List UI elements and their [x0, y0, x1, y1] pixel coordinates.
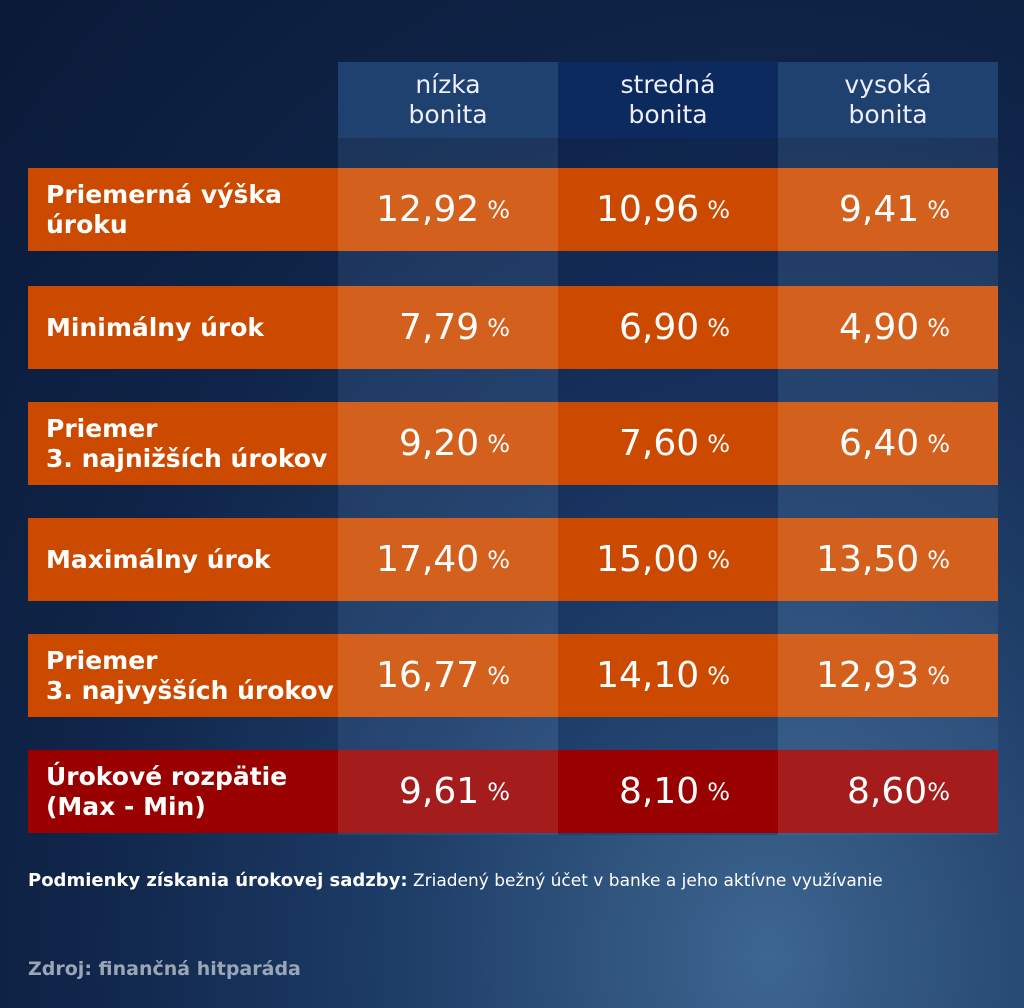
- table-row: Minimálny úrok 7,79% 6,90% 4,90%: [28, 286, 998, 369]
- unit: %: [487, 661, 510, 690]
- table-row: Maximálny úrok 17,40% 15,00% 13,50%: [28, 518, 998, 601]
- value: 12,93: [816, 655, 920, 696]
- value: 15,00: [596, 539, 700, 580]
- conditions-text: Zriadený bežný účet v banke a jeho aktív…: [407, 871, 883, 891]
- unit: %: [707, 777, 730, 806]
- conditions-label: Podmienky získania úrokovej sadzby:: [28, 870, 408, 891]
- value: 8,60: [847, 771, 928, 812]
- unit: %: [487, 545, 510, 574]
- value-cell: 12,92%: [338, 168, 558, 251]
- row-label: Priemerná výška úroku: [28, 168, 338, 251]
- value-cell: 16,77%: [338, 634, 558, 717]
- unit: %: [927, 661, 950, 690]
- value: 4,90: [839, 307, 920, 348]
- unit: %: [707, 661, 730, 690]
- value: 10,96: [596, 189, 700, 230]
- value: 7,79: [399, 307, 480, 348]
- value: 8,10: [619, 771, 700, 812]
- row-label: Priemer 3. najvyšších úrokov: [28, 634, 338, 717]
- value-cell: 7,79%: [338, 286, 558, 369]
- value: 17,40: [376, 539, 480, 580]
- value-cell: 7,60%: [558, 402, 778, 485]
- value-cell: 15,00%: [558, 518, 778, 601]
- value: 16,77: [376, 655, 480, 696]
- value: 6,40: [839, 423, 920, 464]
- value-cell: 12,93%: [778, 634, 998, 717]
- unit: %: [487, 313, 510, 342]
- row-label: Minimálny úrok: [28, 286, 338, 369]
- value-cell: 9,41%: [778, 168, 998, 251]
- unit: %: [927, 429, 950, 458]
- value: 12,92: [376, 189, 480, 230]
- value-cell: 10,96%: [558, 168, 778, 251]
- column-header-high: vysoká bonita: [778, 62, 998, 138]
- value-cell: 6,90%: [558, 286, 778, 369]
- column-header-mid: stredná bonita: [558, 62, 778, 138]
- table-row: Priemer 3. najvyšších úrokov 16,77% 14,10%…: [28, 634, 998, 717]
- table-row: Priemer 3. najnižších úrokov 9,20% 7,60% 6,…: [28, 402, 998, 485]
- unit: %: [487, 195, 510, 224]
- value: 9,41: [839, 189, 920, 230]
- value: 13,50: [816, 539, 920, 580]
- unit: %: [707, 429, 730, 458]
- value-cell: 17,40%: [338, 518, 558, 601]
- unit: %: [927, 195, 950, 224]
- source: Zdroj: finančná hitparáda: [28, 958, 301, 980]
- unit: %: [487, 777, 510, 806]
- value-cell: 14,10%: [558, 634, 778, 717]
- unit: %: [707, 195, 730, 224]
- row-label: Úrokové rozpätie (Max - Min): [28, 750, 338, 833]
- unit: %: [927, 313, 950, 342]
- table-row: Priemerná výška úroku 12,92% 10,96% 9,41%: [28, 168, 998, 251]
- value-cell: 8,10%: [558, 750, 778, 833]
- value-cell: 9,61%: [338, 750, 558, 833]
- value: 14,10: [596, 655, 700, 696]
- conditions-note: Podmienky získania úrokovej sadzby: Zria…: [28, 870, 883, 891]
- value-cell: 9,20%: [338, 402, 558, 485]
- row-label: Maximálny úrok: [28, 518, 338, 601]
- unit: %: [707, 313, 730, 342]
- value-cell: 13,50%: [778, 518, 998, 601]
- unit: %: [487, 429, 510, 458]
- row-label: Priemer 3. najnižších úrokov: [28, 402, 338, 485]
- column-header-low: nízka bonita: [338, 62, 558, 138]
- value-cell: 4,90%: [778, 286, 998, 369]
- table-row: Úrokové rozpätie (Max - Min) 9,61% 8,10% 8,…: [28, 750, 998, 833]
- value: 6,90: [619, 307, 700, 348]
- unit: %: [927, 777, 950, 806]
- unit: %: [927, 545, 950, 574]
- value: 7,60: [619, 423, 700, 464]
- value-cell: 8,60%: [778, 750, 998, 833]
- value-cell: 6,40%: [778, 402, 998, 485]
- value: 9,61: [399, 771, 480, 812]
- unit: %: [707, 545, 730, 574]
- value: 9,20: [399, 423, 480, 464]
